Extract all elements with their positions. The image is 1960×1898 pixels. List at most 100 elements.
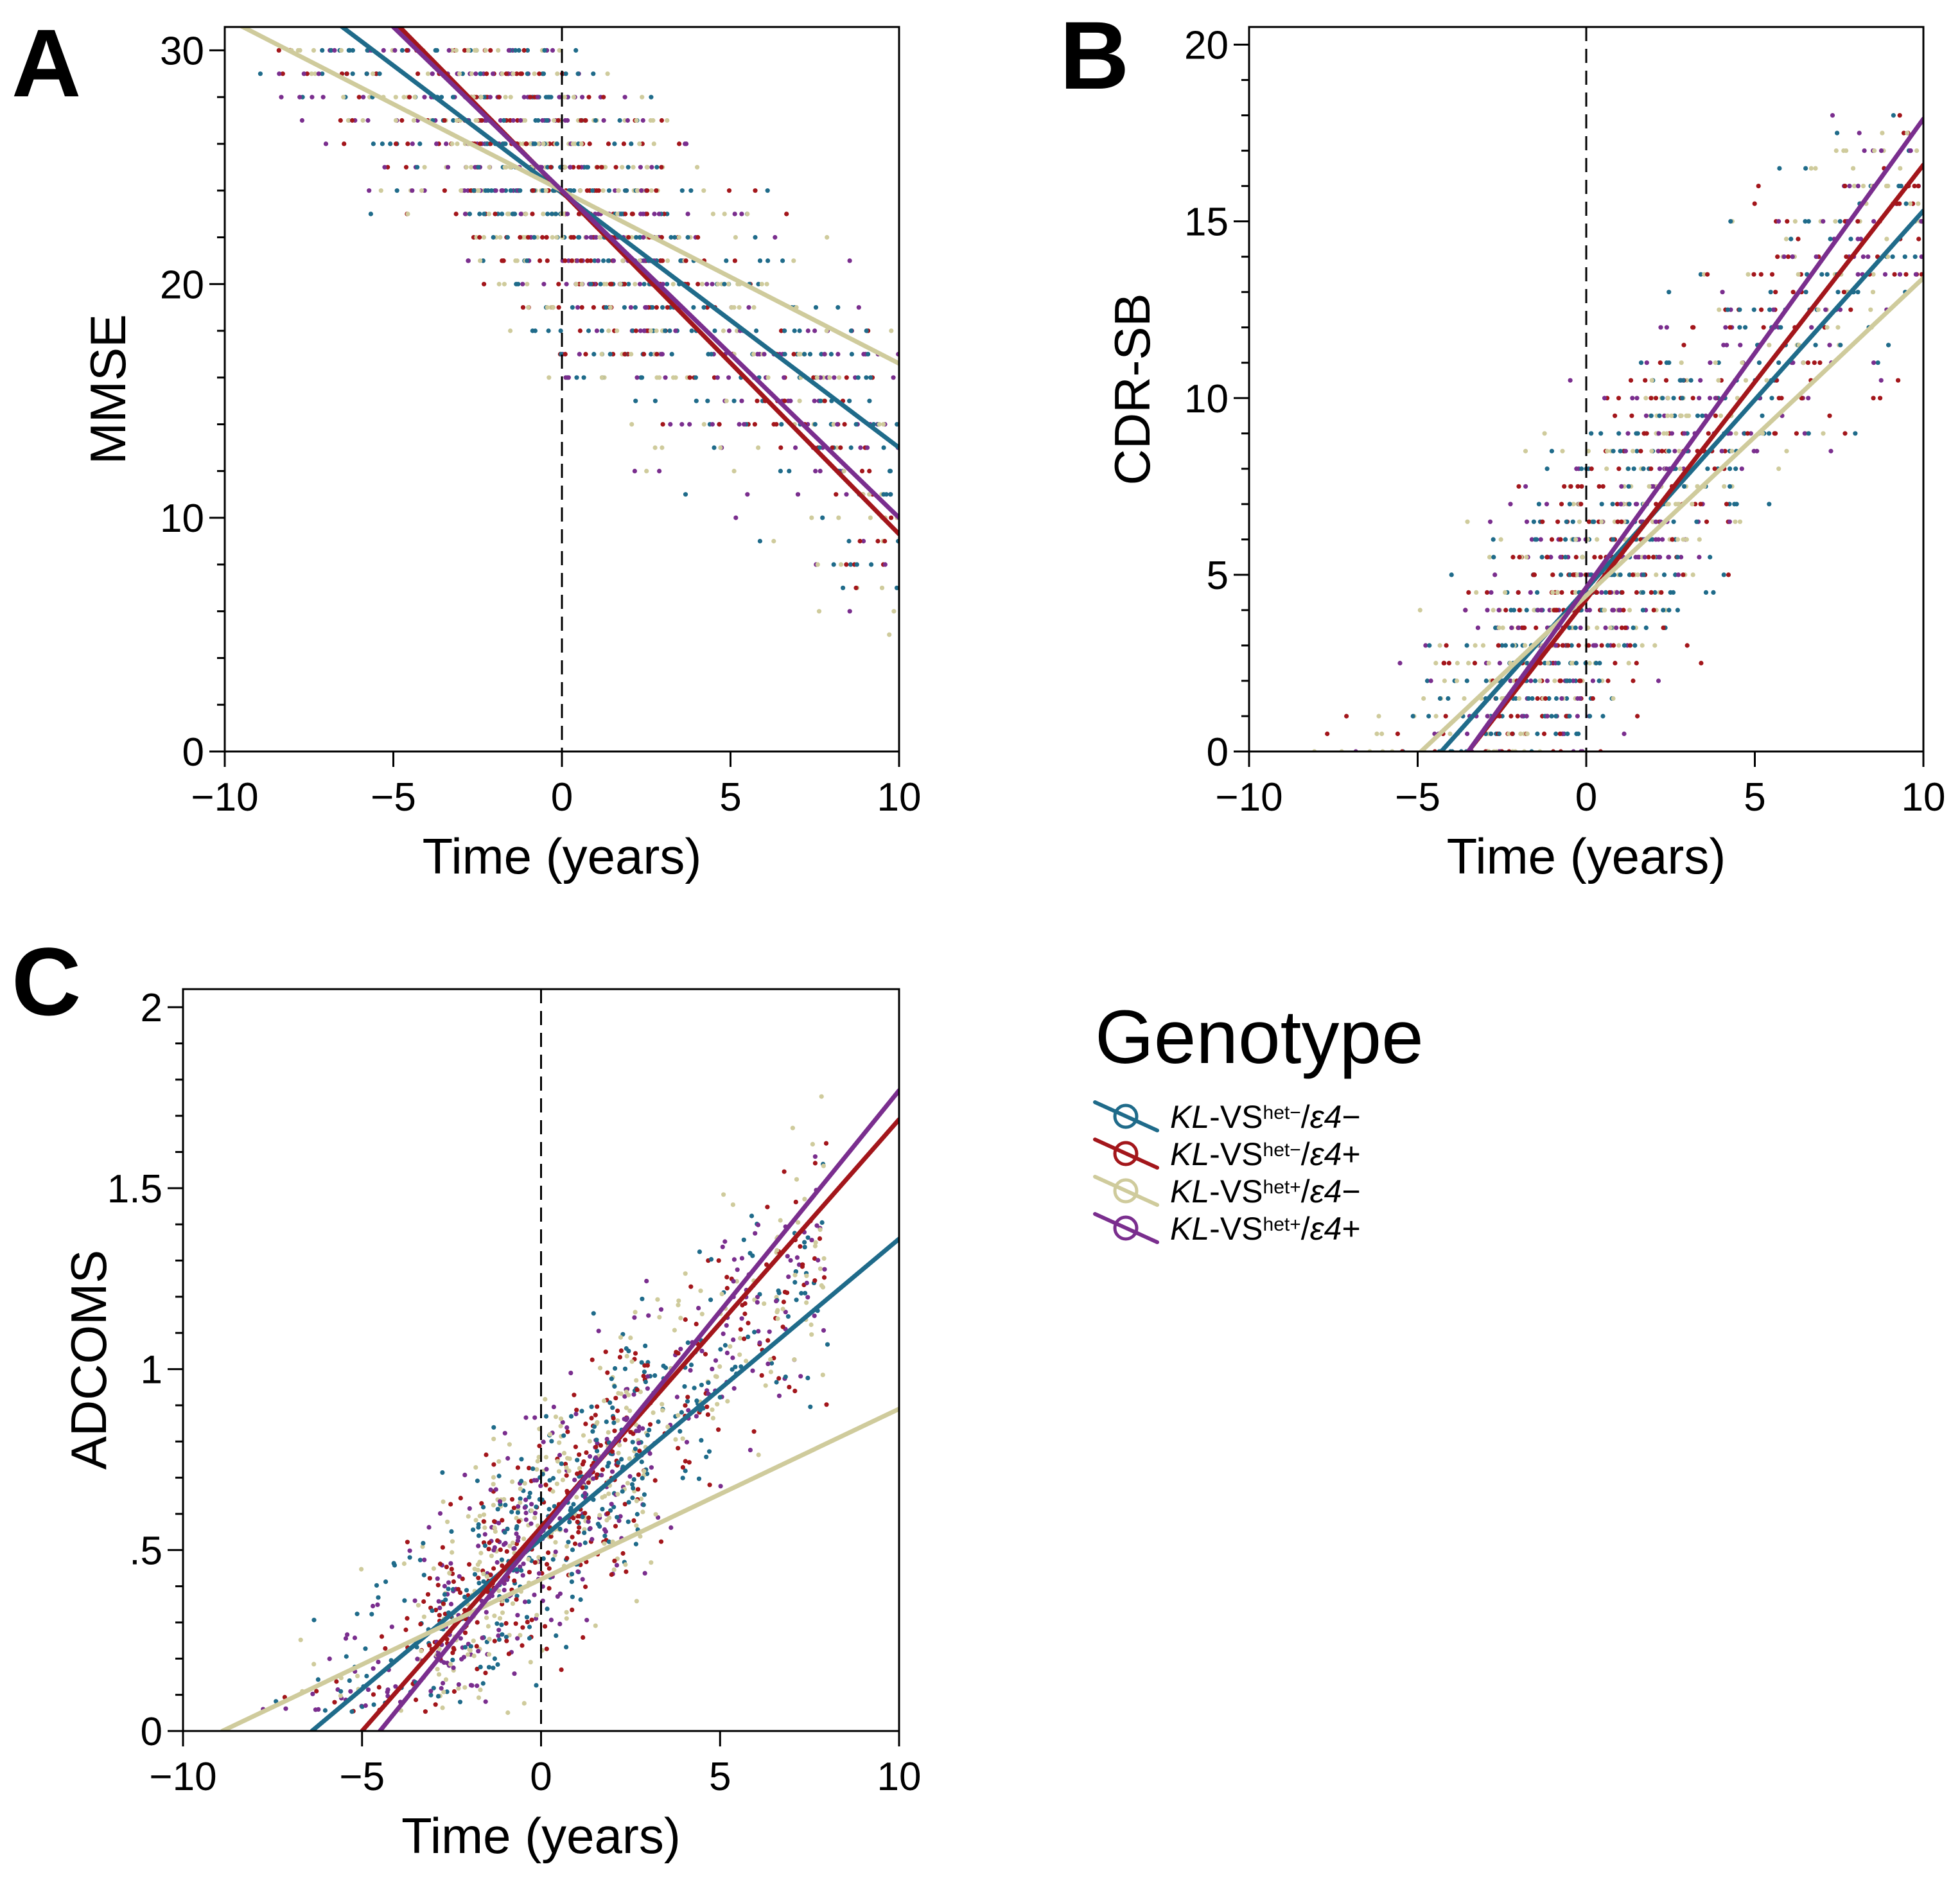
data-point <box>437 1561 443 1567</box>
data-point <box>532 1560 538 1565</box>
data-point <box>753 188 758 193</box>
data-point <box>794 1177 800 1182</box>
data-point <box>514 1594 520 1599</box>
x-tick-label: 0 <box>530 1755 552 1799</box>
data-point <box>1632 643 1638 648</box>
data-point <box>467 1562 472 1567</box>
data-point <box>1796 272 1801 277</box>
data-point <box>1597 484 1602 489</box>
data-point <box>1598 554 1603 560</box>
data-point <box>311 1662 317 1667</box>
data-point <box>1578 625 1583 631</box>
data-point <box>543 94 549 100</box>
data-point <box>553 1414 559 1419</box>
legend-label-base: -VS <box>1209 1099 1263 1135</box>
data-point <box>1891 113 1896 118</box>
data-point <box>701 305 706 310</box>
data-point <box>1860 254 1866 259</box>
data-point <box>1844 254 1849 259</box>
y-tick-label: 5 <box>1207 554 1229 598</box>
data-point <box>415 164 420 170</box>
data-point <box>493 211 498 216</box>
data-point <box>454 118 459 123</box>
data-point <box>462 211 468 216</box>
data-point <box>595 164 600 170</box>
data-point <box>649 1465 654 1470</box>
data-point <box>602 1533 608 1538</box>
data-point <box>1698 272 1703 277</box>
data-point <box>679 1410 684 1415</box>
data-point <box>835 422 840 427</box>
data-point <box>295 48 301 53</box>
data-point <box>542 48 547 53</box>
data-point <box>1522 625 1527 631</box>
data-point <box>433 1702 438 1707</box>
data-point <box>467 1506 472 1511</box>
data-point <box>1835 325 1841 330</box>
data-point <box>652 1373 658 1378</box>
data-point <box>437 1613 442 1618</box>
data-point <box>591 1476 596 1481</box>
data-point <box>634 1387 640 1393</box>
data-point <box>1835 130 1840 136</box>
data-point <box>1638 360 1644 365</box>
data-point <box>1913 272 1918 277</box>
data-point <box>1848 236 1853 242</box>
data-point <box>426 1525 432 1530</box>
data-point <box>793 1269 798 1274</box>
data-point <box>1878 378 1884 383</box>
data-point <box>1848 307 1853 312</box>
data-point <box>1491 554 1496 560</box>
x-tick-label: −10 <box>1215 775 1282 820</box>
data-point <box>733 1364 738 1369</box>
data-point <box>1781 254 1787 259</box>
data-point <box>818 1266 823 1271</box>
data-point <box>1442 660 1447 665</box>
legend-label: KL-VShet−/ε4+ <box>1170 1136 1361 1172</box>
data-point <box>495 1507 500 1512</box>
data-point <box>617 118 622 123</box>
data-point <box>632 1315 637 1320</box>
data-point <box>1622 731 1627 737</box>
data-point <box>674 1349 679 1355</box>
data-point <box>590 1536 595 1542</box>
data-point <box>803 1290 808 1296</box>
data-point <box>641 234 646 240</box>
data-point <box>1775 254 1780 259</box>
data-point <box>640 375 645 380</box>
data-point <box>637 141 642 146</box>
data-point <box>1803 166 1808 171</box>
data-point <box>544 234 549 240</box>
x-tick-label: 10 <box>877 1755 922 1799</box>
data-point <box>514 1567 520 1572</box>
data-point <box>710 281 715 286</box>
data-point <box>434 141 439 146</box>
data-point <box>601 94 606 100</box>
data-point <box>1777 166 1782 171</box>
legend-label: KL-VShet+/ε4− <box>1170 1173 1361 1209</box>
data-point <box>605 71 610 76</box>
data-point <box>704 1404 710 1409</box>
data-point <box>534 1683 539 1688</box>
data-point <box>834 492 839 497</box>
data-point <box>846 538 852 544</box>
data-point <box>1789 236 1794 242</box>
data-point <box>726 328 732 333</box>
data-point <box>421 1614 427 1619</box>
data-point <box>1627 502 1632 507</box>
data-point <box>487 1637 492 1642</box>
data-point <box>792 1357 797 1362</box>
data-point <box>480 1635 486 1640</box>
data-point <box>311 1617 317 1622</box>
data-point <box>1897 201 1902 206</box>
data-point <box>1728 219 1733 224</box>
data-point <box>621 141 627 146</box>
data-point <box>705 398 710 403</box>
data-point <box>412 94 417 100</box>
data-point <box>364 71 369 76</box>
data-point <box>604 1437 609 1442</box>
data-point <box>737 305 742 310</box>
data-point <box>626 234 631 240</box>
data-point <box>626 164 631 170</box>
data-point <box>612 1558 617 1563</box>
